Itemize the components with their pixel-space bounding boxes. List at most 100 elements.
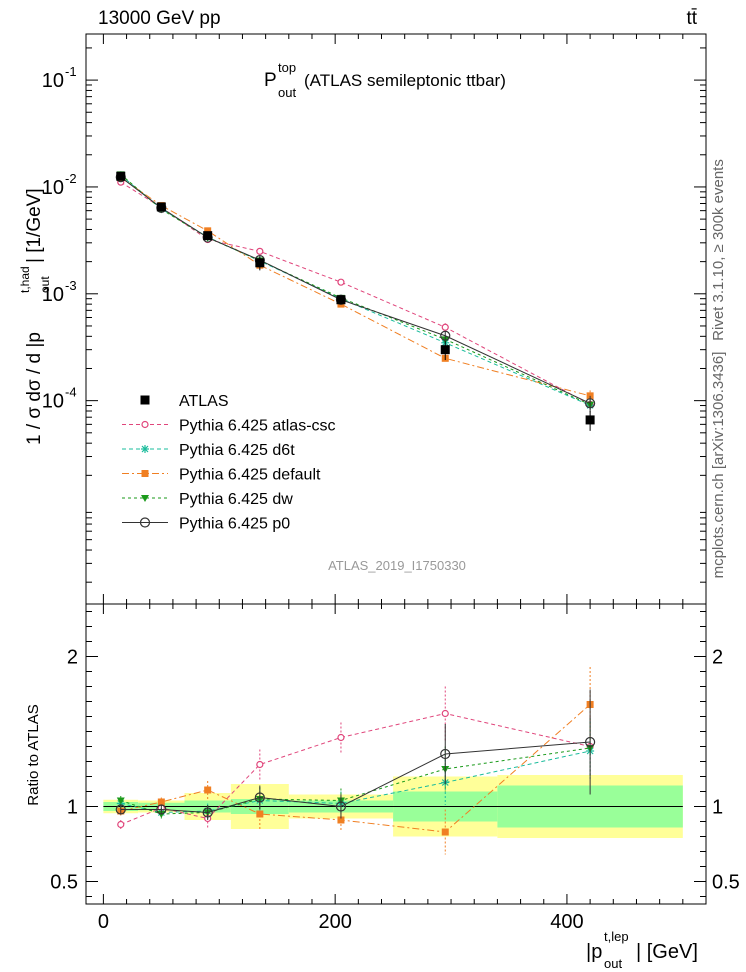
marker-open-circle	[440, 330, 451, 341]
marker	[336, 295, 346, 305]
marker-filled-triangle	[116, 797, 125, 805]
marker-black-square	[156, 202, 166, 212]
y-tick-exponent: -1	[65, 64, 77, 79]
marker-open-circle	[337, 733, 345, 742]
x-axis-label-sub: out	[604, 956, 622, 971]
data-layer	[116, 171, 595, 431]
marker-black-square	[440, 345, 450, 355]
marker-black-square	[116, 171, 126, 181]
marker	[254, 792, 265, 803]
title-superscript: top	[278, 60, 296, 75]
marker-black-square	[336, 295, 346, 305]
marker	[203, 231, 213, 241]
marker-open-circle	[585, 736, 596, 748]
legend: ATLAS Pythia 6.425 atlas-csc Pythia 6.425 …	[122, 393, 336, 533]
marker	[256, 760, 264, 769]
marker-filled-square	[441, 828, 449, 836]
marker-open-circle	[115, 804, 126, 815]
marker	[256, 247, 264, 255]
marker	[204, 786, 212, 794]
marker	[440, 345, 450, 355]
marker	[117, 820, 125, 829]
y-axis-label-sup: t,had	[18, 266, 32, 293]
marker	[441, 323, 449, 331]
x-axis-label-main: |p	[586, 941, 602, 963]
x-tick-label: 0	[98, 911, 109, 933]
header-process-label: tt̄	[686, 8, 697, 29]
x-tick-label: 200	[318, 911, 351, 933]
marker-black-square	[140, 395, 150, 405]
series-layer	[115, 171, 596, 855]
marker-open-circle	[156, 804, 167, 815]
x-axis-label-end: | [GeV]	[636, 941, 698, 963]
marker	[441, 709, 449, 718]
marker-open-circle	[441, 323, 449, 331]
marker-black-square	[585, 415, 595, 425]
title-subscript: out	[278, 85, 296, 100]
y-tick-label: 10	[42, 284, 64, 306]
y-axis-label-end: | [1/GeV]	[24, 188, 45, 263]
marker-star-arm	[141, 445, 149, 453]
marker	[585, 736, 596, 748]
marker	[255, 258, 265, 268]
marker-black-square	[255, 258, 265, 268]
marker	[440, 748, 451, 760]
marker-open-circle	[256, 760, 264, 769]
series-line	[120, 176, 591, 404]
y-tick-exponent: -3	[65, 278, 77, 293]
marker-filled-square	[256, 810, 264, 818]
marker-open-circle	[335, 801, 347, 812]
marker-open-circle	[440, 748, 451, 760]
ratio-plot-frame	[85, 603, 707, 905]
plot-title: P	[264, 70, 277, 91]
marker	[256, 810, 264, 818]
marker-filled-square	[204, 786, 212, 794]
marker-open-circle	[337, 278, 345, 286]
marker	[440, 330, 451, 341]
legend-label: Pythia 6.425 default	[179, 467, 321, 484]
marker	[139, 517, 151, 528]
marker-open-circle	[254, 792, 265, 803]
marker	[140, 395, 150, 405]
marker-filled-square	[204, 227, 212, 235]
x-tick-label: 400	[550, 911, 583, 933]
marker	[116, 171, 126, 181]
analysis-watermark: ATLAS_2019_I1750330	[328, 558, 466, 573]
marker	[337, 278, 345, 286]
marker-black-square	[203, 231, 213, 241]
marker-open-circle	[441, 709, 449, 718]
marker	[141, 470, 149, 477]
legend-label: Pythia 6.425 atlas-csc	[179, 418, 336, 435]
marker-open-circle	[202, 807, 213, 818]
mcplots-label: mcplots.cern.ch [arXiv:1306.3436]	[710, 352, 727, 579]
marker-filled-square	[157, 798, 165, 806]
y-axis-label-main: 1 / σ dσ / d |p	[24, 332, 45, 445]
ratio-tick-label-left: 2	[67, 647, 78, 669]
marker-open-circle	[256, 247, 264, 255]
legend-label: Pythia 6.425 dw	[179, 491, 293, 508]
marker	[156, 202, 166, 212]
marker-filled-triangle	[141, 495, 149, 502]
y-axis-label-sub: out	[38, 276, 52, 293]
marker	[204, 227, 212, 235]
y-axis-label: 1 / σ dσ / d |p t,had out | [1/GeV]	[18, 188, 52, 445]
ratio-tick-label-right: 2	[712, 647, 723, 669]
marker	[141, 445, 149, 453]
y-tick-label: 10	[42, 70, 64, 92]
marker	[115, 804, 126, 815]
x-axis-label-sup: t,lep	[604, 929, 629, 944]
rivet-label: Rivet 3.1.10, ≥ 300k events	[710, 159, 727, 341]
legend-label-data: ATLAS	[179, 393, 229, 410]
marker	[337, 816, 345, 824]
marker-open-circle	[117, 820, 125, 829]
title-main: P	[264, 70, 277, 91]
marker-filled-square	[337, 816, 345, 824]
ratio-y-axis-label: Ratio to ATLAS	[25, 704, 42, 805]
ratio-tick-label-left: 0.5	[50, 872, 78, 894]
marker	[585, 398, 596, 409]
marker	[141, 420, 149, 429]
legend-label: Pythia 6.425 d6t	[179, 442, 295, 459]
marker	[585, 415, 595, 425]
marker-open-circle	[139, 517, 151, 528]
